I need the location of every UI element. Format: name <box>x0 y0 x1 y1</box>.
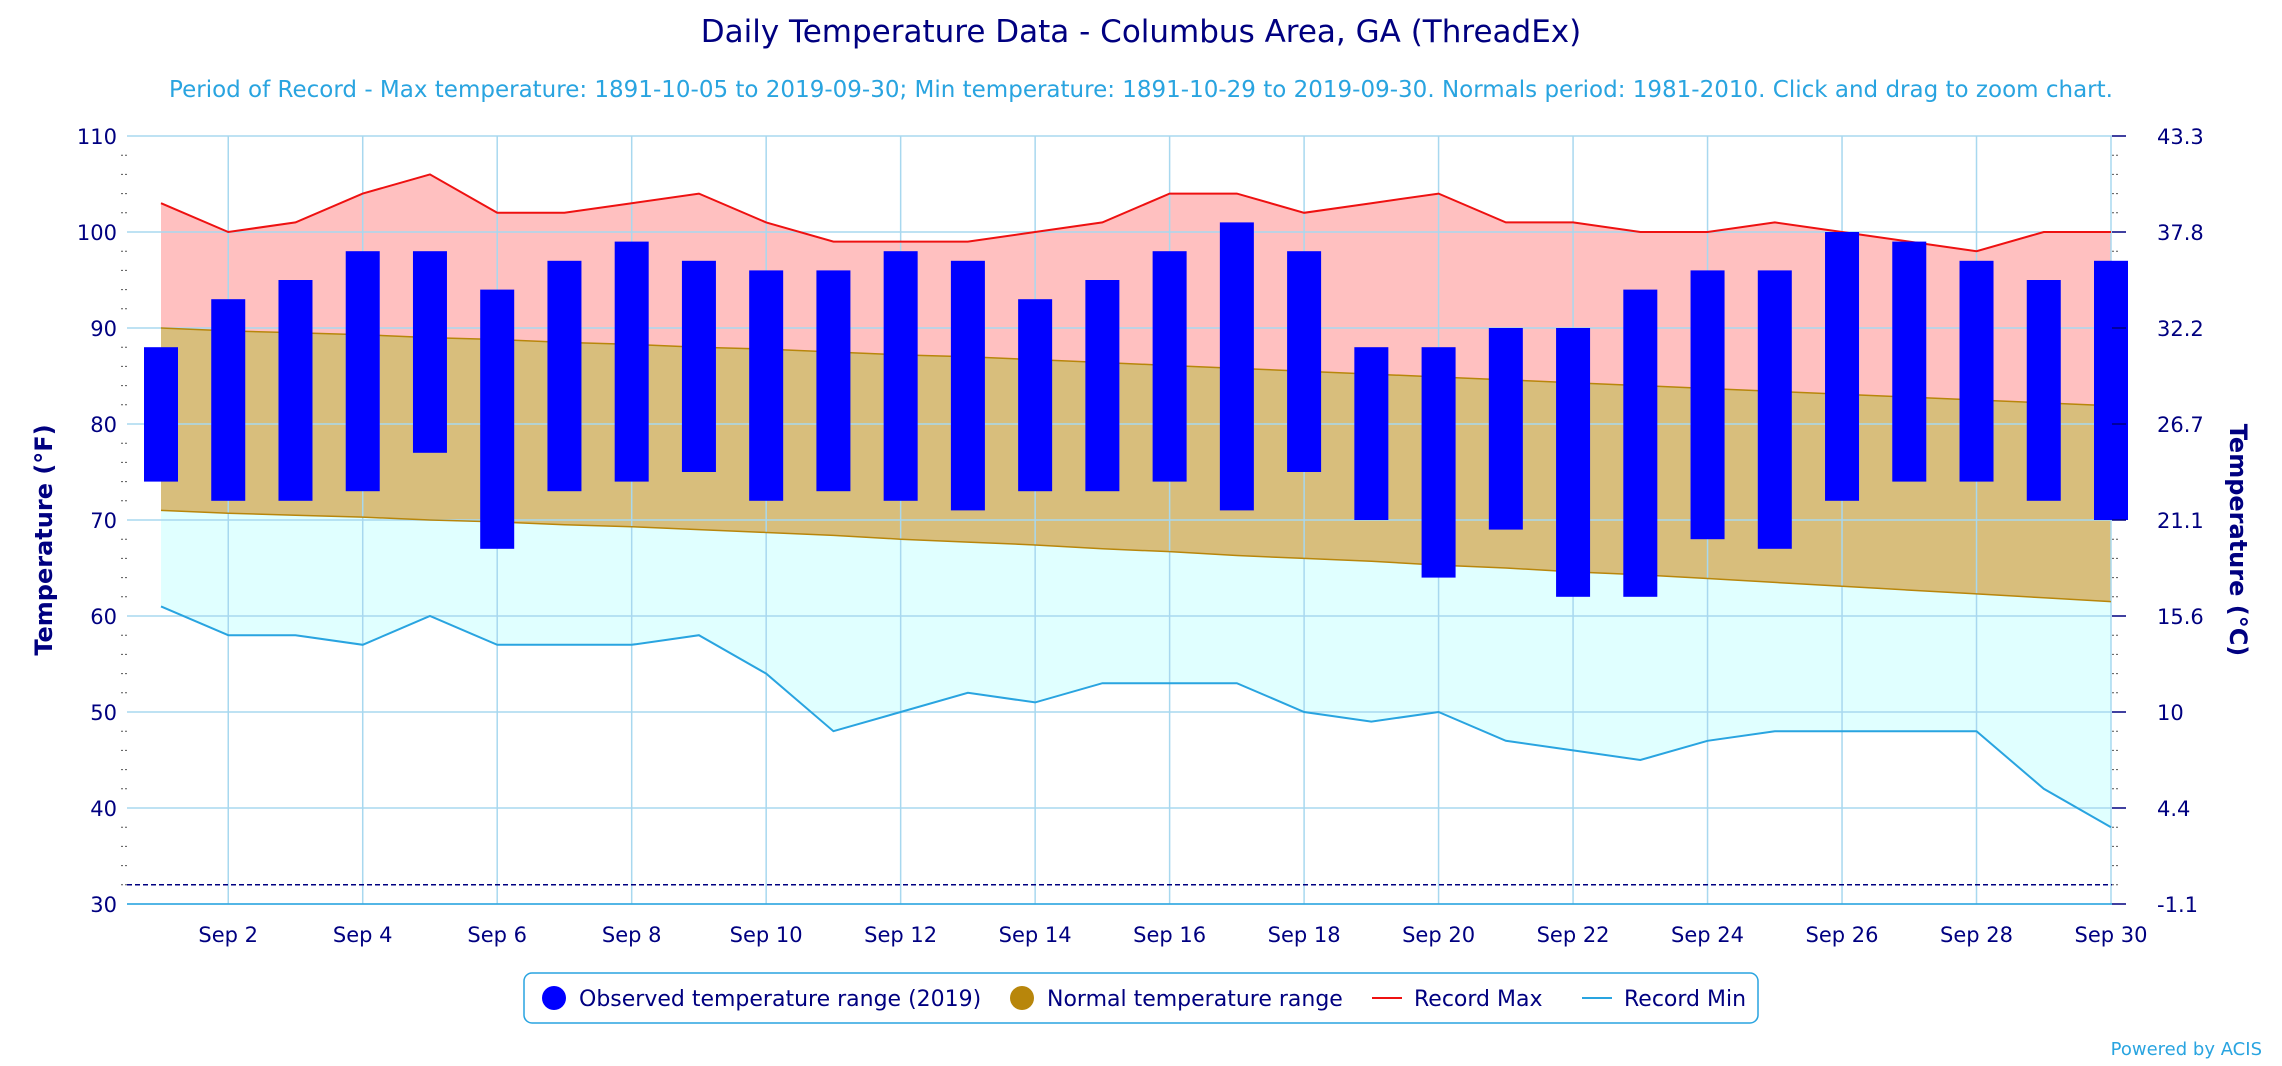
observed-range-bar[interactable] <box>144 347 178 482</box>
y-right-tick-label: 37.8 <box>2157 221 2204 245</box>
x-tick-label: Sep 24 <box>1671 923 1744 947</box>
observed-range-bar[interactable] <box>1421 347 1456 578</box>
observed-range-bar[interactable] <box>2094 260 2128 520</box>
legend-item-normal[interactable]: Normal temperature range <box>1010 986 1343 1012</box>
observed-range-bar[interactable] <box>1892 241 1927 482</box>
x-axis-tick-labels: Sep 2 Sep 4 Sep 6 Sep 8 Sep 10 Sep 12 Sep 14 Se… <box>198 923 2147 947</box>
x-tick-label: Sep 12 <box>864 923 937 947</box>
x-tick-label: Sep 20 <box>1402 923 1475 947</box>
legend-label-record-min: Record Min <box>1624 987 1746 1012</box>
y-tick-label: 100 <box>77 221 117 245</box>
credit-text[interactable]: Powered by ACIS <box>2111 1039 2262 1060</box>
legend-symbol-normal <box>1010 986 1034 1010</box>
y-tick-label: 70 <box>90 509 117 533</box>
legend-label-normal: Normal temperature range <box>1047 987 1343 1012</box>
y-tick-label: 90 <box>90 317 117 341</box>
y-axis-right-title: Temperature (°C) <box>2224 424 2252 657</box>
x-tick-label: Sep 6 <box>467 923 527 947</box>
chart-subtitle: Period of Record - Max temperature: 1891… <box>169 77 2113 103</box>
record-min-line <box>160 605 2112 829</box>
y-axis-left-tick-labels: 30 40 50 60 70 80 90 100 110 <box>77 125 117 917</box>
observed-range-bar[interactable] <box>681 260 716 472</box>
y-axis-left-title: Temperature (°F) <box>30 424 58 655</box>
legend-label-observed: Observed temperature range (2019) <box>579 987 981 1012</box>
observed-range-bar[interactable] <box>1690 270 1725 540</box>
observed-range-bar[interactable] <box>1354 347 1389 520</box>
y-tick-label: 40 <box>90 797 117 821</box>
legend-label-record-max: Record Max <box>1414 987 1543 1012</box>
observed-range-bar[interactable] <box>547 260 582 492</box>
observed-range-bar[interactable] <box>1825 232 1860 501</box>
observed-range-bar[interactable] <box>1085 280 1120 492</box>
x-tick-label: Sep 30 <box>2075 923 2148 947</box>
chart-legend: Observed temperature range (2019) Normal… <box>523 972 1759 1024</box>
legend-item-record-max[interactable]: Record Max <box>1372 987 1543 1012</box>
observed-range-bar[interactable] <box>1757 270 1792 549</box>
x-tick-label: Sep 4 <box>333 923 393 947</box>
y-right-tick-label: 32.2 <box>2157 317 2204 341</box>
x-tick-label: Sep 18 <box>1268 923 1341 947</box>
y-tick-label: 80 <box>90 413 117 437</box>
observed-range-bar[interactable] <box>950 260 985 511</box>
observed-bars[interactable] <box>144 222 2128 597</box>
observed-range-bar[interactable] <box>1556 328 1591 597</box>
y-right-tick-label: 26.7 <box>2157 413 2204 437</box>
y-tick-label: 60 <box>90 605 117 629</box>
observed-range-bar[interactable] <box>412 251 447 453</box>
y-right-tick-label: 21.1 <box>2157 509 2204 533</box>
y-axis-right-tick-labels: -1.1 4.4 10 15.6 21.1 26.7 32.2 37.8 43.3 <box>2112 125 2204 917</box>
y-right-tick-label: 4.4 <box>2157 797 2190 821</box>
observed-range-bar[interactable] <box>1018 299 1053 492</box>
x-tick-label: Sep 26 <box>1806 923 1879 947</box>
chart-title: Daily Temperature Data - Columbus Area, … <box>701 14 1581 50</box>
x-tick-label: Sep 28 <box>1940 923 2013 947</box>
legend-symbol-observed <box>542 986 566 1010</box>
x-tick-label: Sep 22 <box>1537 923 1610 947</box>
y-tick-label: 110 <box>77 125 117 149</box>
observed-range-bar[interactable] <box>883 251 918 501</box>
y-right-tick-label: 10 <box>2157 701 2184 725</box>
observed-range-bar[interactable] <box>2026 280 2061 501</box>
legend-box <box>523 972 1759 1024</box>
observed-range-bar[interactable] <box>1488 328 1523 530</box>
y-tick-label: 50 <box>90 701 117 725</box>
x-tick-label: Sep 14 <box>999 923 1072 947</box>
record-max-line <box>160 173 2111 253</box>
x-tick-label: Sep 10 <box>730 923 803 947</box>
observed-range-bar[interactable] <box>278 280 313 501</box>
y-right-tick-label: -1.1 <box>2157 893 2198 917</box>
x-tick-label: Sep 16 <box>1133 923 1206 947</box>
y-right-tick-label: 43.3 <box>2157 125 2204 149</box>
observed-range-bar[interactable] <box>1959 260 1994 482</box>
x-tick-label: Sep 2 <box>198 923 258 947</box>
observed-range-bar[interactable] <box>211 299 246 501</box>
observed-range-bar[interactable] <box>480 289 515 549</box>
legend-item-observed[interactable]: Observed temperature range (2019) <box>542 986 981 1012</box>
observed-range-bar[interactable] <box>1219 222 1254 511</box>
y-tick-label: 30 <box>90 893 117 917</box>
observed-range-bar[interactable] <box>345 251 380 492</box>
observed-range-bar[interactable] <box>614 241 649 482</box>
observed-range-bar[interactable] <box>1287 251 1322 472</box>
observed-range-bar[interactable] <box>749 270 784 501</box>
observed-range-bar[interactable] <box>1623 289 1658 597</box>
observed-range-bar[interactable] <box>816 270 851 492</box>
legend-item-record-min[interactable]: Record Min <box>1582 987 1746 1012</box>
observed-range-bar[interactable] <box>1152 251 1187 482</box>
x-tick-label: Sep 8 <box>602 923 662 947</box>
y-right-tick-label: 15.6 <box>2157 605 2204 629</box>
